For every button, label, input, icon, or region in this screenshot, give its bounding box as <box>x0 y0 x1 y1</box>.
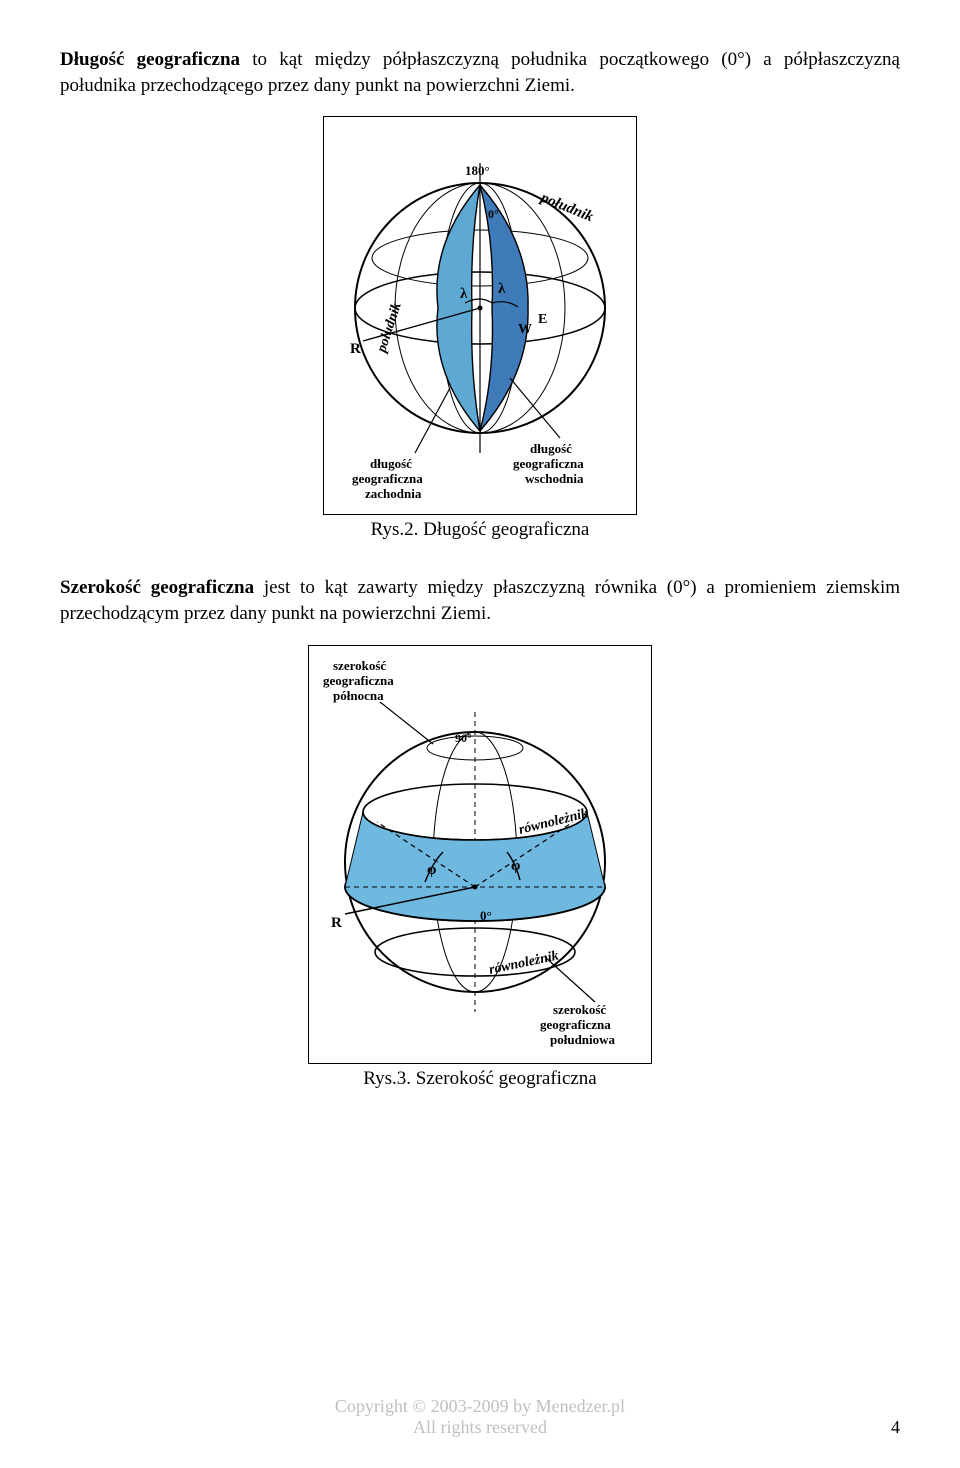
svg-text:szerokość: szerokość <box>553 1002 606 1017</box>
svg-text:R: R <box>331 915 342 931</box>
figure-latitude-box: szerokość geograficzna północna 90° <box>308 645 652 1064</box>
svg-text:λ: λ <box>460 286 468 302</box>
svg-text:E: E <box>538 312 547 327</box>
svg-text:geograficzna: geograficzna <box>513 456 584 471</box>
figure-longitude-wrap: 180° południk południk 0° λ λ W E R dł <box>60 116 900 515</box>
svg-text:φ: φ <box>511 858 520 874</box>
caption-longitude: Rys.2. Długość geograficzna <box>60 519 900 541</box>
svg-text:północna: północna <box>333 688 384 703</box>
footer-line1: Copyright © 2003-2009 by Menedzer.pl <box>335 1396 625 1416</box>
svg-text:0°: 0° <box>480 908 492 923</box>
figure-latitude-svg: szerokość geograficzna północna 90° <box>315 652 645 1052</box>
svg-text:długość: długość <box>530 441 572 456</box>
figure-latitude-wrap: szerokość geograficzna północna 90° <box>60 645 900 1064</box>
svg-text:180°: 180° <box>465 163 490 178</box>
svg-text:geograficzna: geograficzna <box>352 471 423 486</box>
paragraph-longitude: Długość geograficzna to kąt między półpł… <box>60 47 900 98</box>
svg-text:wschodnia: wschodnia <box>525 471 584 486</box>
svg-text:W: W <box>518 322 532 337</box>
svg-text:długość: długość <box>370 456 412 471</box>
svg-text:południk: południk <box>374 301 404 355</box>
svg-text:szerokość: szerokość <box>333 658 386 673</box>
figure-longitude-box: 180° południk południk 0° λ λ W E R dł <box>323 116 637 515</box>
svg-text:geograficzna: geograficzna <box>323 673 394 688</box>
svg-text:0°: 0° <box>488 207 499 221</box>
svg-text:zachodnia: zachodnia <box>365 486 422 501</box>
svg-text:geograficzna: geograficzna <box>540 1017 611 1032</box>
paragraph-latitude: Szerokość geograficzna jest to kąt zawar… <box>60 575 900 626</box>
page-footer: Copyright © 2003-2009 by Menedzer.pl All… <box>0 1396 960 1438</box>
term-latitude: Szerokość geograficzna <box>60 577 254 598</box>
svg-text:φ: φ <box>427 862 436 878</box>
page-number: 4 <box>891 1417 900 1438</box>
svg-text:południowa: południowa <box>550 1032 616 1047</box>
figure-longitude-svg: 180° południk południk 0° λ λ W E R dł <box>330 123 630 503</box>
caption-latitude: Rys.3. Szerokość geograficzna <box>60 1068 900 1090</box>
term-longitude: Długość geograficzna <box>60 49 240 70</box>
svg-text:południk: południk <box>537 189 596 225</box>
footer-line2: All rights reserved <box>413 1417 547 1437</box>
svg-text:R: R <box>350 341 361 357</box>
svg-text:λ: λ <box>498 281 506 297</box>
